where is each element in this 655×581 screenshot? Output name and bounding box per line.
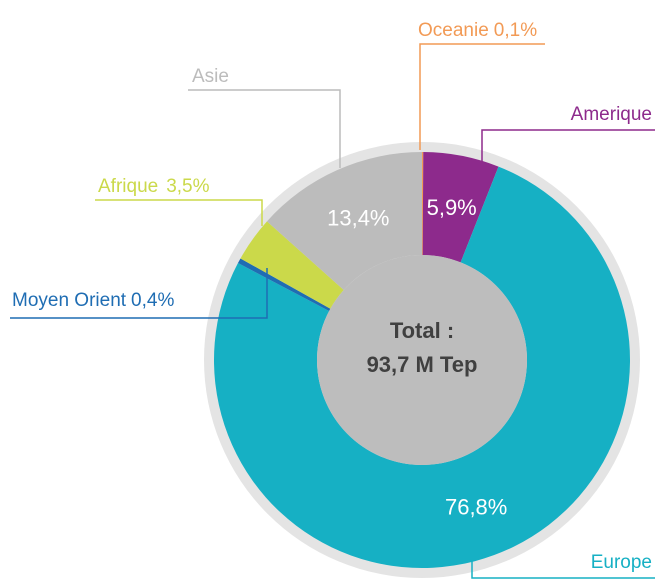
outside-label: Asie <box>192 66 229 87</box>
leader-line <box>95 199 263 226</box>
outside-label: Europe <box>591 552 652 573</box>
value-label: 0,4% <box>131 290 174 311</box>
slice <box>240 221 344 309</box>
outside-label: Amerique <box>571 104 652 125</box>
center-label: 93,7 M Tep <box>367 352 478 377</box>
value-label: 3,5% <box>166 176 209 197</box>
slices <box>213 152 630 568</box>
value-label: 5,9% <box>427 195 477 220</box>
category-label: Oceanie <box>418 20 489 41</box>
center-label: Total : <box>390 318 454 343</box>
slice <box>213 166 630 568</box>
leader-line <box>481 129 655 163</box>
slice <box>422 152 499 263</box>
labels: Oceanie 0,1% Amerique 5,9% Europe 76,8% Moyen … <box>10 20 655 579</box>
category-label: Asie <box>192 66 229 87</box>
outside-label: Afrique 3,5% <box>98 176 210 197</box>
category-label: Moyen Orient <box>12 290 127 311</box>
value-label: 0,1% <box>494 20 537 41</box>
slice <box>266 152 422 291</box>
center-disc <box>317 255 527 465</box>
leader-line <box>471 560 655 579</box>
leader-line <box>419 43 545 150</box>
leader-line <box>10 268 268 319</box>
outside-label: Oceanie 0,1% <box>418 20 537 41</box>
value-label: 13,4% <box>327 206 389 231</box>
category-label: Afrique <box>98 176 158 197</box>
outside-label: Moyen Orient 0,4% <box>12 290 174 311</box>
value-label: 76,8% <box>445 494 507 519</box>
slice <box>237 258 331 312</box>
category-label: Europe <box>591 552 652 573</box>
slice <box>422 152 424 256</box>
category-label: Amerique <box>571 104 652 125</box>
leader-line <box>188 89 341 168</box>
